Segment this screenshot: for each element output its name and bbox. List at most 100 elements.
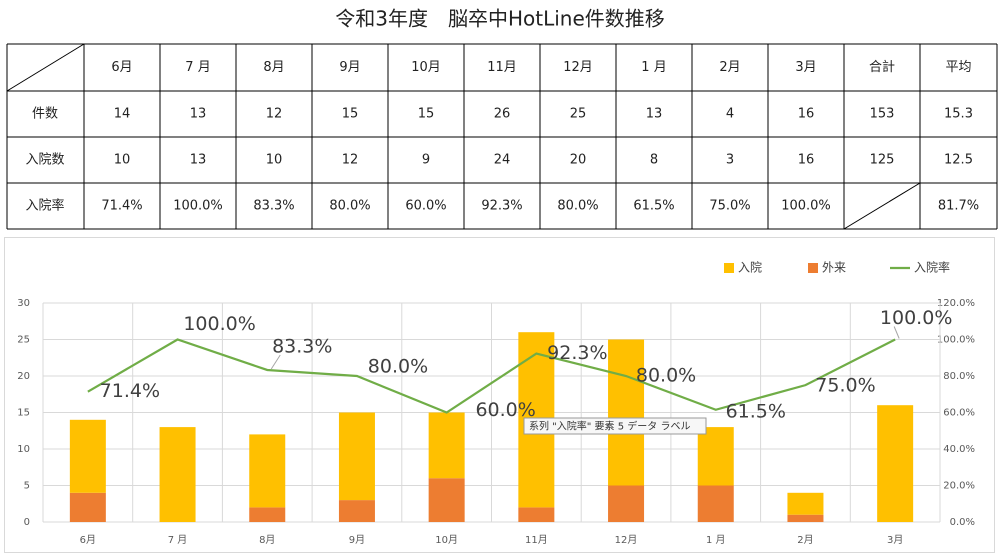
bar-segment <box>608 485 645 522</box>
x-tick-label: 8月 <box>259 534 275 546</box>
bar-segment <box>428 412 465 479</box>
y-tick-label: 30 <box>17 298 30 309</box>
bar-segment <box>338 412 375 501</box>
tooltip-box <box>523 417 707 435</box>
bar-segment <box>338 500 375 522</box>
cell: 15 <box>418 107 435 122</box>
bar-segment <box>787 492 824 515</box>
bar-segment <box>518 507 555 522</box>
data-label: 61.5% <box>726 400 786 422</box>
cell: 4 <box>726 107 734 122</box>
cell: 71.4% <box>101 199 142 214</box>
y-tick-label: 0 <box>24 517 30 528</box>
cell: 12 <box>266 107 283 122</box>
header-cell: 8月 <box>263 60 284 75</box>
x-tick-label: 10月 <box>435 534 458 546</box>
bar-segment <box>877 405 914 522</box>
y-tick-label: 10 <box>17 444 30 455</box>
header-cell: 平均 <box>945 60 971 75</box>
cell: 100.0% <box>173 199 223 214</box>
cell: 26 <box>494 107 511 122</box>
y-tick-label: 20 <box>17 371 30 382</box>
y2-tick-label: 80.0% <box>943 371 975 382</box>
cell: 80.0% <box>557 199 598 214</box>
x-tick-label: 1 月 <box>706 534 726 546</box>
data-label: 75.0% <box>815 375 875 397</box>
cell: 100.0% <box>781 199 831 214</box>
cell: 12.5 <box>944 153 973 168</box>
legend-label: 入院 <box>738 261 762 275</box>
row-label: 入院数 <box>25 153 64 168</box>
x-tick-label: 9月 <box>349 534 365 546</box>
header-cell: 11月 <box>487 60 517 75</box>
header-cell: 10月 <box>411 60 441 75</box>
cell: 60.0% <box>405 199 446 214</box>
bar-segment <box>249 507 286 522</box>
x-tick-label: 11月 <box>525 534 548 546</box>
header-cell: 1 月 <box>641 60 666 75</box>
header-cell: 9月 <box>339 60 360 75</box>
bar-segment <box>428 478 465 522</box>
x-tick-label: 3月 <box>887 534 903 546</box>
y2-tick-label: 40.0% <box>943 444 975 455</box>
header-cell: 3月 <box>795 60 816 75</box>
bar-segment <box>787 514 824 522</box>
cell: 8 <box>650 153 658 168</box>
x-tick-label: 6月 <box>80 534 96 546</box>
bar-segment <box>159 427 196 522</box>
leader-line <box>270 354 281 370</box>
x-tick-label: 12月 <box>615 534 638 546</box>
data-label: 80.0% <box>368 356 428 378</box>
bar-segment <box>69 419 106 493</box>
x-tick-label: 7 月 <box>168 534 188 546</box>
data-label: 80.0% <box>636 365 696 387</box>
y2-tick-label: 120.0% <box>937 298 975 309</box>
cell: 92.3% <box>481 199 522 214</box>
cell: 13 <box>646 107 663 122</box>
page-title: 令和3年度 脳卒中HotLine件数推移 <box>335 7 665 31</box>
cell: 9 <box>422 153 430 168</box>
x-tick-label: 2月 <box>797 534 813 546</box>
data-label: 83.3% <box>272 335 332 357</box>
y2-tick-label: 100.0% <box>937 335 975 346</box>
header-cell: 7 月 <box>185 60 210 75</box>
row-label: 入院率 <box>25 198 64 214</box>
cell: 15.3 <box>944 107 973 122</box>
cell: 16 <box>798 153 815 168</box>
cell: 125 <box>870 153 895 168</box>
cell: 10 <box>114 153 131 168</box>
header-cell: 6月 <box>111 60 132 75</box>
cell: 75.0% <box>709 199 750 214</box>
legend-swatch <box>724 263 734 273</box>
leader-line <box>893 326 900 339</box>
header-cell: 2月 <box>719 60 740 75</box>
tooltip: 系列 "入院率" 要素 5 データ ラベル <box>529 420 690 433</box>
cell: 10 <box>266 153 283 168</box>
table-diagonal <box>6 43 85 92</box>
y2-tick-label: 20.0% <box>943 481 975 492</box>
cell: 16 <box>798 107 815 122</box>
cell: 20 <box>570 153 587 168</box>
bar-segment <box>697 427 734 486</box>
bar-segment <box>608 339 645 486</box>
legend-label: 入院率 <box>914 260 950 275</box>
bar-segment <box>249 434 286 508</box>
bar-segment <box>697 485 734 522</box>
cell: 83.3% <box>253 199 294 214</box>
header-cell: 12月 <box>563 60 593 75</box>
bar-segment <box>69 492 106 522</box>
data-label: 100.0% <box>880 307 952 329</box>
legend-swatch <box>808 263 818 273</box>
cell: 15 <box>342 107 359 122</box>
y2-tick-label: 0.0% <box>950 517 975 528</box>
data-label: 92.3% <box>547 342 607 364</box>
legend-label: 外来 <box>822 261 846 275</box>
data-label: 60.0% <box>475 399 535 421</box>
cell: 80.0% <box>329 199 370 214</box>
cell: 153 <box>870 107 895 122</box>
y-tick-label: 25 <box>17 335 30 346</box>
header-cell: 合計 <box>869 59 895 75</box>
cell: 25 <box>570 107 587 122</box>
cell: 12 <box>342 153 359 168</box>
cell: 3 <box>726 153 734 168</box>
